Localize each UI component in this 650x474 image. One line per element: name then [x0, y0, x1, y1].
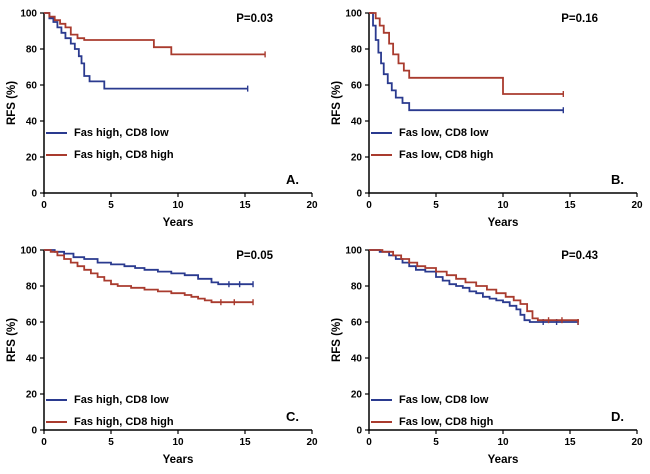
legend-label: Fas high, CD8 high [74, 416, 174, 428]
svg-text:80: 80 [26, 45, 38, 56]
svg-text:60: 60 [26, 81, 38, 92]
x-axis-label: Years [162, 217, 194, 229]
km-panel-d: 0 5 10 15 20 0 20 40 60 80 100 RFS (%) Years P=0.4… [325, 237, 650, 474]
svg-text:60: 60 [26, 318, 38, 329]
survival-plot-b: 0 5 10 15 20 0 20 40 60 80 100 [345, 9, 643, 212]
svg-text:40: 40 [26, 117, 38, 128]
svg-text:100: 100 [20, 9, 37, 20]
km-panel-b: 0 5 10 15 20 0 20 40 60 80 100 RFS (%) Years P=0.1… [325, 0, 650, 237]
legend-label: Fas high, CD8 low [74, 127, 169, 139]
legend-item: Fas low, CD8 low [371, 126, 493, 140]
svg-text:20: 20 [351, 390, 363, 401]
legend: Fas low, CD8 low Fas low, CD8 high [371, 126, 493, 170]
svg-text:0: 0 [41, 200, 47, 211]
y-axis-label: RFS (%) [6, 317, 18, 363]
legend-line-red [371, 421, 392, 423]
legend-line-red [46, 154, 67, 156]
legend: Fas low, CD8 low Fas low, CD8 high [371, 393, 493, 437]
legend-label: Fas high, CD8 low [74, 394, 169, 406]
survival-plot-d: 0 5 10 15 20 0 20 40 60 80 100 [345, 246, 643, 449]
svg-text:20: 20 [26, 153, 38, 164]
legend-label: Fas low, CD8 high [399, 149, 494, 161]
svg-text:15: 15 [564, 437, 576, 448]
svg-text:80: 80 [351, 45, 363, 56]
svg-text:80: 80 [351, 282, 363, 293]
svg-text:0: 0 [41, 437, 47, 448]
svg-text:10: 10 [172, 437, 184, 448]
svg-text:60: 60 [351, 81, 363, 92]
svg-text:0: 0 [356, 189, 362, 200]
legend: Fas high, CD8 low Fas high, CD8 high [46, 126, 174, 170]
panel-letter: B. [611, 172, 624, 187]
p-value: P=0.05 [236, 250, 273, 262]
svg-text:15: 15 [239, 437, 251, 448]
svg-text:100: 100 [345, 9, 362, 20]
svg-text:20: 20 [26, 390, 38, 401]
svg-text:5: 5 [433, 200, 439, 211]
legend-item: Fas high, CD8 low [46, 126, 174, 140]
p-value: P=0.16 [561, 13, 598, 25]
legend-line-blue [46, 132, 67, 134]
svg-text:0: 0 [31, 189, 37, 200]
svg-text:20: 20 [306, 200, 318, 211]
svg-text:20: 20 [631, 437, 643, 448]
legend-line-blue [371, 132, 392, 134]
legend-item: Fas high, CD8 high [46, 148, 174, 162]
legend-line-red [371, 154, 392, 156]
survival-plot-c: 0 5 10 15 20 0 20 40 60 80 100 [20, 246, 318, 449]
legend-item: Fas high, CD8 low [46, 393, 174, 407]
svg-text:0: 0 [366, 437, 372, 448]
svg-text:100: 100 [20, 246, 37, 257]
svg-text:15: 15 [564, 200, 576, 211]
legend-label: Fas high, CD8 high [74, 149, 174, 161]
svg-text:15: 15 [239, 200, 251, 211]
legend-item: Fas low, CD8 high [371, 148, 493, 162]
svg-text:40: 40 [26, 354, 38, 365]
y-axis-label: RFS (%) [331, 317, 343, 363]
svg-text:10: 10 [172, 200, 184, 211]
legend: Fas high, CD8 low Fas high, CD8 high [46, 393, 174, 437]
panel-letter: D. [611, 409, 624, 424]
svg-text:5: 5 [108, 200, 114, 211]
legend-item: Fas low, CD8 high [371, 415, 493, 429]
svg-text:100: 100 [345, 246, 362, 257]
svg-text:5: 5 [433, 437, 439, 448]
svg-text:60: 60 [351, 318, 363, 329]
svg-text:5: 5 [108, 437, 114, 448]
svg-text:20: 20 [351, 153, 363, 164]
y-axis-label: RFS (%) [6, 80, 18, 126]
svg-text:0: 0 [366, 200, 372, 211]
legend-label: Fas low, CD8 high [399, 416, 494, 428]
svg-text:10: 10 [497, 200, 509, 211]
legend-line-blue [46, 399, 67, 401]
legend-label: Fas low, CD8 low [399, 394, 489, 406]
survival-plot-a: 0 5 10 15 20 0 20 40 60 80 100 [20, 9, 318, 212]
x-axis-label: Years [487, 217, 519, 229]
legend-line-blue [371, 399, 392, 401]
svg-text:20: 20 [631, 200, 643, 211]
panel-letter: C. [286, 409, 299, 424]
p-value: P=0.03 [236, 13, 273, 25]
svg-text:40: 40 [351, 354, 363, 365]
km-panel-a: 0 5 10 15 20 0 20 40 60 80 100 RFS (%) Years P=0.0… [0, 0, 325, 237]
legend-label: Fas low, CD8 low [399, 127, 489, 139]
svg-text:20: 20 [306, 437, 318, 448]
legend-line-red [46, 421, 67, 423]
km-panel-c: 0 5 10 15 20 0 20 40 60 80 100 RFS (%) Years P=0.0… [0, 237, 325, 474]
panel-letter: A. [286, 172, 299, 187]
legend-item: Fas low, CD8 low [371, 393, 493, 407]
svg-text:80: 80 [26, 282, 38, 293]
x-axis-label: Years [162, 454, 194, 466]
svg-text:10: 10 [497, 437, 509, 448]
svg-text:0: 0 [31, 426, 37, 437]
legend-item: Fas high, CD8 high [46, 415, 174, 429]
svg-text:40: 40 [351, 117, 363, 128]
svg-text:0: 0 [356, 426, 362, 437]
y-axis-label: RFS (%) [331, 80, 343, 126]
x-axis-label: Years [487, 454, 519, 466]
p-value: P=0.43 [561, 250, 598, 262]
